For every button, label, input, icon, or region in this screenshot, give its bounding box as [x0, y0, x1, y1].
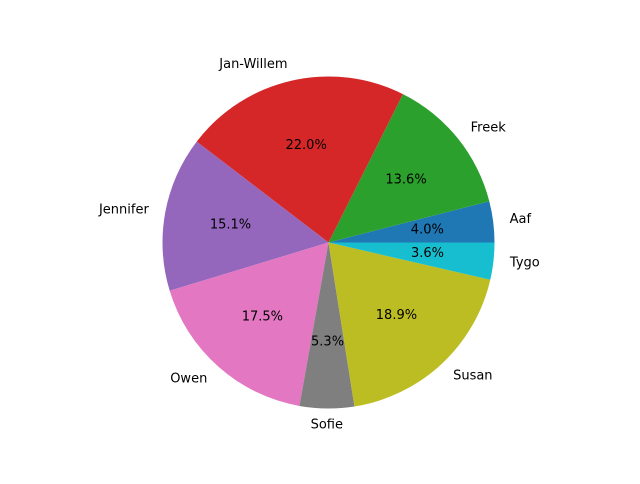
slice-label-susan: Susan [453, 369, 492, 384]
slice-pct-sofie: 5.3% [311, 335, 344, 350]
slice-pct-susan: 18.9% [376, 308, 417, 323]
pie-slice-susan [328, 242, 491, 407]
slice-pct-tygo: 3.6% [411, 246, 444, 261]
pie-slice-owen [169, 242, 329, 406]
pie-slice-jan-willem [196, 76, 403, 243]
slice-label-tygo: Tygo [509, 256, 540, 271]
pie-slice-sofie [299, 242, 355, 409]
pie-slice-aaf [328, 201, 495, 243]
slice-pct-jennifer: 15.1% [210, 217, 251, 232]
slice-label-aaf: Aaf [510, 212, 532, 227]
slice-label-owen: Owen [170, 372, 207, 387]
pie-slice-jennifer [162, 141, 329, 291]
slice-label-jan-willem: Jan-Willem [218, 57, 287, 72]
slice-label-freek: Freek [471, 120, 507, 135]
slice-label-jennifer: Jennifer [98, 202, 149, 217]
slice-pct-jan-willem: 22.0% [286, 138, 327, 153]
slice-pct-aaf: 4.0% [411, 223, 444, 238]
slice-pct-freek: 13.6% [385, 172, 426, 187]
pie-slice-tygo [328, 242, 495, 280]
slice-pct-owen: 17.5% [242, 310, 283, 325]
pie-slices [162, 76, 495, 409]
pie-slice-freek [328, 94, 490, 243]
slice-label-sofie: Sofie [311, 418, 343, 433]
pie-labels: Aaf 4.0% Freek 13.6% Jan-Willem 22.0% Jennifer… [98, 57, 540, 433]
